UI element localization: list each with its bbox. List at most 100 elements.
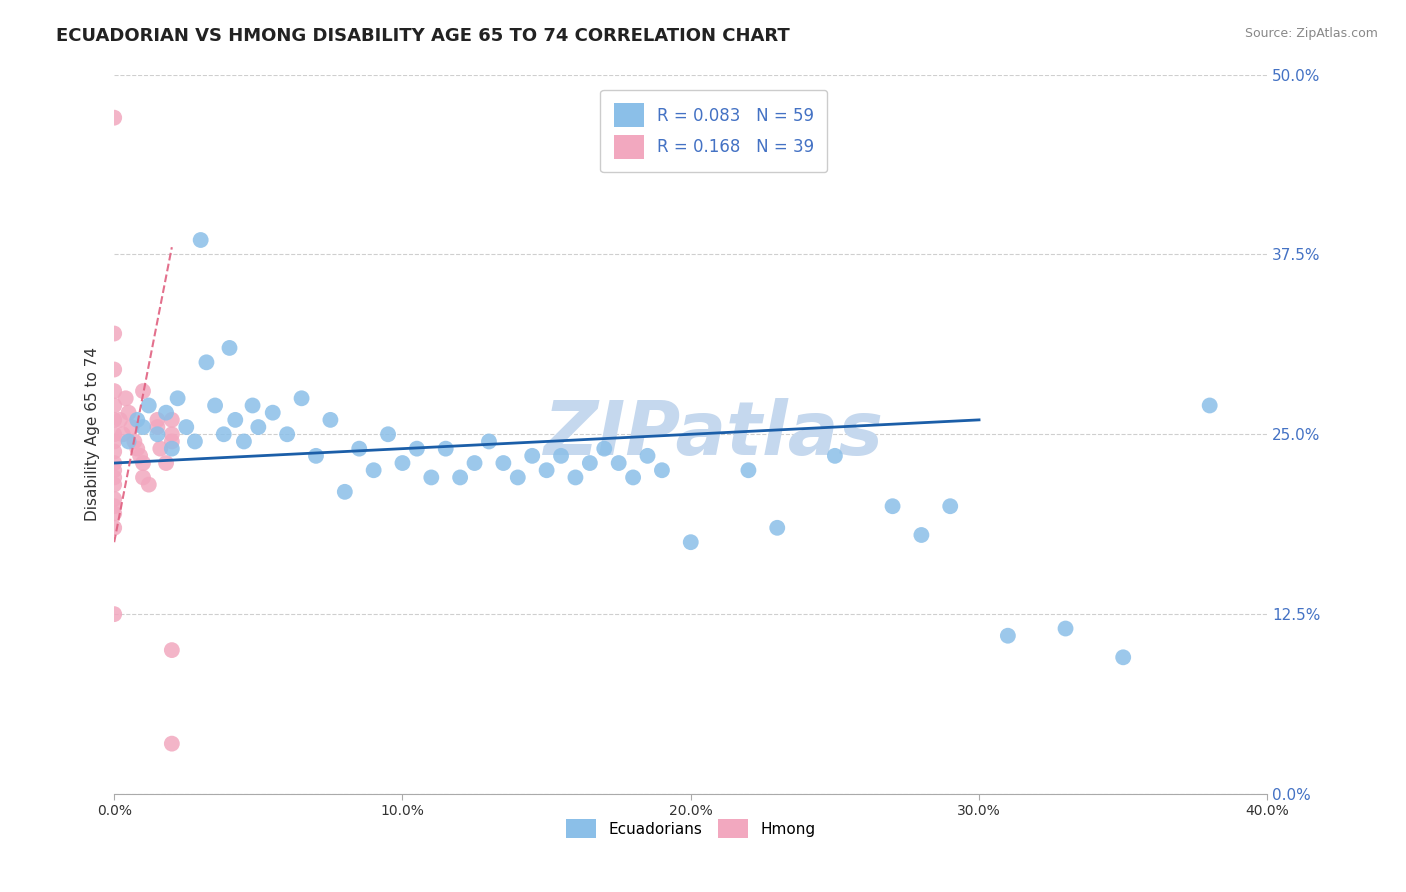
Point: [166, 392, 188, 406]
Point: [637, 449, 659, 463]
Point: [709, 153, 731, 168]
Point: [117, 406, 139, 420]
Point: [103, 500, 125, 514]
Point: [420, 470, 443, 484]
Point: [108, 413, 131, 427]
Point: [997, 629, 1019, 643]
Point: [305, 449, 328, 463]
Point: [607, 456, 630, 470]
Point: [679, 535, 702, 549]
Point: [132, 470, 155, 484]
Point: [1112, 650, 1135, 665]
Point: [155, 456, 177, 470]
Point: [449, 470, 471, 484]
Point: [103, 384, 125, 398]
Point: [127, 413, 149, 427]
Y-axis label: Disability Age 65 to 74: Disability Age 65 to 74: [86, 347, 100, 521]
Point: [103, 507, 125, 521]
Point: [146, 427, 169, 442]
Point: [174, 420, 197, 434]
Point: [132, 384, 155, 398]
Point: [939, 500, 962, 514]
Legend: Ecuadorians, Hmong: Ecuadorians, Hmong: [560, 814, 821, 844]
Point: [204, 399, 226, 413]
Point: [593, 442, 616, 456]
Point: [138, 399, 160, 413]
Point: [103, 477, 125, 491]
Point: [103, 111, 125, 125]
Point: [111, 427, 134, 442]
Point: [138, 477, 160, 491]
Point: [132, 420, 155, 434]
Point: [464, 456, 486, 470]
Point: [262, 406, 284, 420]
Point: [349, 442, 371, 456]
Point: [276, 427, 298, 442]
Point: [363, 463, 385, 477]
Point: [103, 434, 125, 449]
Point: [247, 420, 270, 434]
Point: [121, 420, 143, 434]
Point: [103, 463, 125, 477]
Point: [564, 470, 586, 484]
Point: [333, 484, 356, 499]
Point: [232, 434, 254, 449]
Point: [242, 399, 264, 413]
Point: [103, 470, 125, 484]
Point: [103, 444, 125, 458]
Point: [737, 463, 759, 477]
Point: [212, 427, 235, 442]
Point: [160, 643, 183, 657]
Point: [910, 528, 932, 542]
Point: [127, 442, 149, 456]
Point: [1054, 622, 1077, 636]
Point: [224, 413, 246, 427]
Point: [184, 434, 207, 449]
Point: [103, 491, 125, 506]
Point: [506, 470, 529, 484]
Point: [103, 399, 125, 413]
Point: [103, 326, 125, 341]
Point: [492, 456, 515, 470]
Point: [146, 413, 169, 427]
Point: [1198, 399, 1220, 413]
Point: [766, 521, 789, 535]
Point: [146, 420, 169, 434]
Point: [195, 355, 218, 369]
Point: [160, 434, 183, 449]
Point: [103, 521, 125, 535]
Text: ECUADORIAN VS HMONG DISABILITY AGE 65 TO 74 CORRELATION CHART: ECUADORIAN VS HMONG DISABILITY AGE 65 TO…: [56, 27, 790, 45]
Text: ZIPatlas: ZIPatlas: [544, 398, 884, 471]
Point: [160, 413, 183, 427]
Point: [114, 392, 136, 406]
Point: [103, 607, 125, 621]
Point: [149, 442, 172, 456]
Text: Source: ZipAtlas.com: Source: ZipAtlas.com: [1244, 27, 1378, 40]
Point: [377, 427, 399, 442]
Point: [478, 434, 501, 449]
Point: [536, 463, 558, 477]
Point: [434, 442, 457, 456]
Point: [522, 449, 544, 463]
Point: [103, 456, 125, 470]
Point: [550, 449, 572, 463]
Point: [103, 362, 125, 376]
Point: [882, 500, 904, 514]
Point: [103, 413, 125, 427]
Point: [406, 442, 429, 456]
Point: [290, 392, 312, 406]
Point: [621, 470, 644, 484]
Point: [579, 456, 602, 470]
Point: [160, 427, 183, 442]
Point: [218, 341, 240, 355]
Point: [129, 449, 152, 463]
Point: [190, 233, 212, 247]
Point: [155, 406, 177, 420]
Point: [117, 434, 139, 449]
Point: [824, 449, 846, 463]
Point: [391, 456, 413, 470]
Point: [103, 427, 125, 442]
Point: [160, 442, 183, 456]
Point: [132, 456, 155, 470]
Point: [319, 413, 342, 427]
